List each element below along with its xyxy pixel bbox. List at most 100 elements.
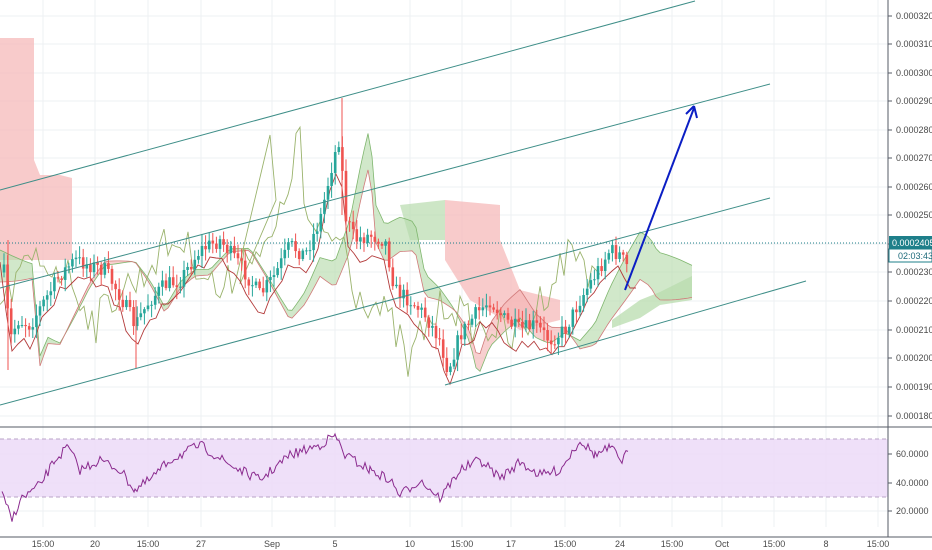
candle-body — [467, 323, 470, 325]
rsi-panel[interactable] — [0, 426, 932, 522]
candle-body — [265, 280, 269, 293]
candle-body — [287, 242, 290, 250]
candle-body — [258, 281, 261, 289]
x-tick-label: 15:00 — [451, 539, 474, 549]
kumo-bull-region — [24, 260, 28, 280]
chikou-span — [0, 125, 601, 377]
candle-body — [240, 258, 243, 261]
candle-body — [60, 278, 63, 280]
candle-body — [539, 322, 542, 328]
candle-body — [236, 253, 240, 259]
projection-arrow-shaft[interactable] — [624, 107, 695, 291]
kumo-bear-region — [472, 338, 476, 368]
candle-body — [384, 241, 387, 246]
x-tick-label: 15:00 — [32, 539, 55, 549]
candle-body — [78, 257, 81, 259]
kumo-bull-region — [664, 253, 668, 300]
candle-body — [351, 221, 355, 230]
kumo-bull-region — [368, 133, 372, 194]
candle-body — [146, 305, 150, 310]
kumo-bull-region — [196, 269, 200, 276]
kumo-bull-region — [380, 214, 384, 261]
candle-body — [20, 324, 24, 326]
candle-body — [121, 299, 125, 308]
candle-body — [312, 233, 315, 251]
kumo-bull-region — [392, 219, 396, 258]
candle-body — [373, 236, 377, 242]
candle-body — [402, 289, 405, 299]
x-tick-label: 15:00 — [554, 539, 577, 549]
kumo-bear-region — [476, 352, 480, 372]
candle-body — [96, 262, 99, 265]
candle-body — [153, 295, 157, 305]
projection-arrow-head[interactable] — [685, 105, 698, 119]
candle-body — [143, 309, 146, 314]
kumo-bull-region — [616, 267, 620, 313]
candle-body — [323, 199, 326, 214]
kumo-bull-region — [316, 257, 320, 284]
candle-body — [355, 229, 359, 242]
candle-body — [380, 243, 384, 246]
kumo-bull-region — [588, 326, 592, 347]
candle-body — [92, 262, 96, 273]
candle-body — [427, 317, 431, 328]
candle-body — [564, 326, 567, 334]
kumo-bull-region — [648, 236, 652, 290]
candle-body — [117, 289, 121, 300]
candle-body — [233, 245, 236, 254]
candle-body — [31, 327, 35, 330]
kumo-bull-region — [200, 269, 204, 276]
candle-body — [114, 283, 117, 290]
kumo-bull-region — [212, 263, 216, 273]
kumo-bull-region — [284, 303, 288, 317]
rsi-line[interactable] — [1, 432, 629, 522]
candle-body — [135, 317, 139, 327]
candle-body — [413, 305, 416, 307]
candle-body — [614, 245, 618, 259]
candle-body — [99, 264, 103, 275]
y-tick-label: 0.0003200 — [896, 11, 932, 21]
candle-body — [607, 253, 611, 260]
candle-body — [269, 277, 272, 281]
candle-body — [506, 313, 510, 320]
kumo-bull-region — [12, 255, 16, 282]
candle-body — [438, 338, 441, 340]
last-price-tag[interactable] — [889, 236, 932, 249]
candle-body — [369, 234, 373, 237]
candle-body — [319, 213, 323, 232]
candle-body — [38, 306, 42, 316]
trend-channel[interactable] — [0, 0, 807, 406]
candle-body — [326, 185, 330, 200]
candle-body — [600, 266, 603, 272]
kijun-sen — [0, 172, 636, 386]
x-tick-label: 15:00 — [661, 539, 684, 549]
candle-body — [139, 313, 143, 318]
x-tick-label: 10 — [405, 539, 415, 549]
channel-line — [0, 83, 771, 289]
x-tick-label: 15:00 — [763, 539, 786, 549]
candle-body — [215, 243, 218, 249]
kumo-bull-region — [428, 276, 432, 299]
rsi-band — [0, 439, 888, 497]
candle-body — [445, 357, 449, 373]
candle-body — [416, 305, 420, 310]
kumo-bull-region — [432, 280, 436, 300]
kumo-bull-region — [356, 168, 360, 223]
candle-body — [431, 325, 434, 328]
kumo-bull-region — [592, 321, 596, 346]
x-tick-label: Sep — [264, 539, 280, 549]
candle-body — [423, 307, 427, 318]
kumo-bull-region — [280, 297, 284, 310]
candle-body — [200, 245, 204, 257]
projection-arrow[interactable] — [624, 105, 698, 291]
x-tick-label: Oct — [715, 539, 730, 549]
